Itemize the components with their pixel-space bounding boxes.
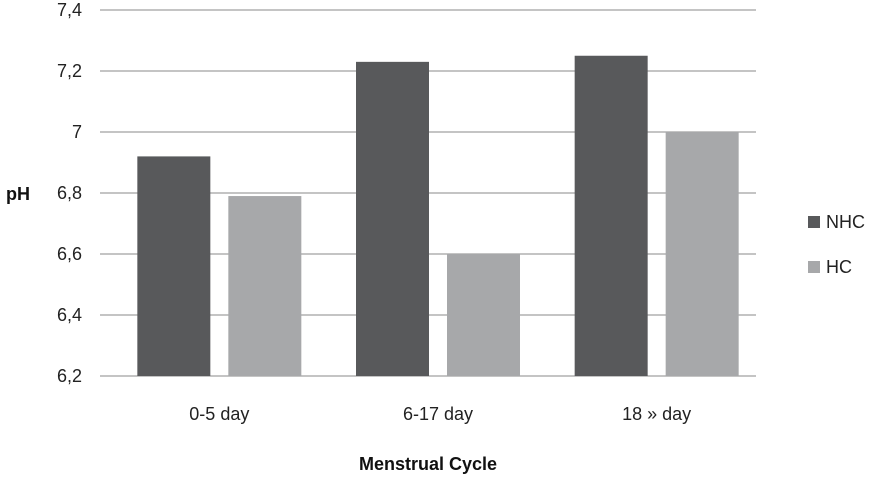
y-axis-title: pH: [6, 184, 30, 204]
x-axis-categories: 0-5 day 6-17 day 18 » day: [189, 404, 691, 424]
legend-label-nhc: NHC: [826, 212, 865, 232]
bar-hc-2: [665, 132, 739, 376]
bar-nhc-1: [356, 61, 429, 376]
legend: NHC HC: [808, 212, 865, 277]
y-tick-label: 6,2: [57, 366, 82, 386]
bar-hc-1: [447, 254, 520, 376]
y-tick-label: 7: [72, 122, 82, 142]
y-axis-ticks: 6,2 6,4 6,6 6,8 7 7,2 7,4: [57, 0, 82, 386]
bars: [137, 55, 739, 376]
bar-nhc-0: [137, 156, 211, 376]
bar-hc-0: [228, 196, 302, 376]
x-axis-title: Menstrual Cycle: [359, 454, 497, 474]
y-tick-label: 6,4: [57, 305, 82, 325]
x-category-label: 6-17 day: [403, 404, 473, 424]
x-category-label: 0-5 day: [189, 404, 249, 424]
bar-nhc-2: [574, 55, 648, 376]
legend-swatch-hc: [808, 261, 820, 273]
legend-swatch-nhc: [808, 216, 820, 228]
y-tick-label: 7,4: [57, 0, 82, 20]
y-tick-label: 6,6: [57, 244, 82, 264]
x-category-label: 18 » day: [622, 404, 691, 424]
legend-label-hc: HC: [826, 257, 852, 277]
y-tick-label: 6,8: [57, 183, 82, 203]
y-tick-label: 7,2: [57, 61, 82, 81]
